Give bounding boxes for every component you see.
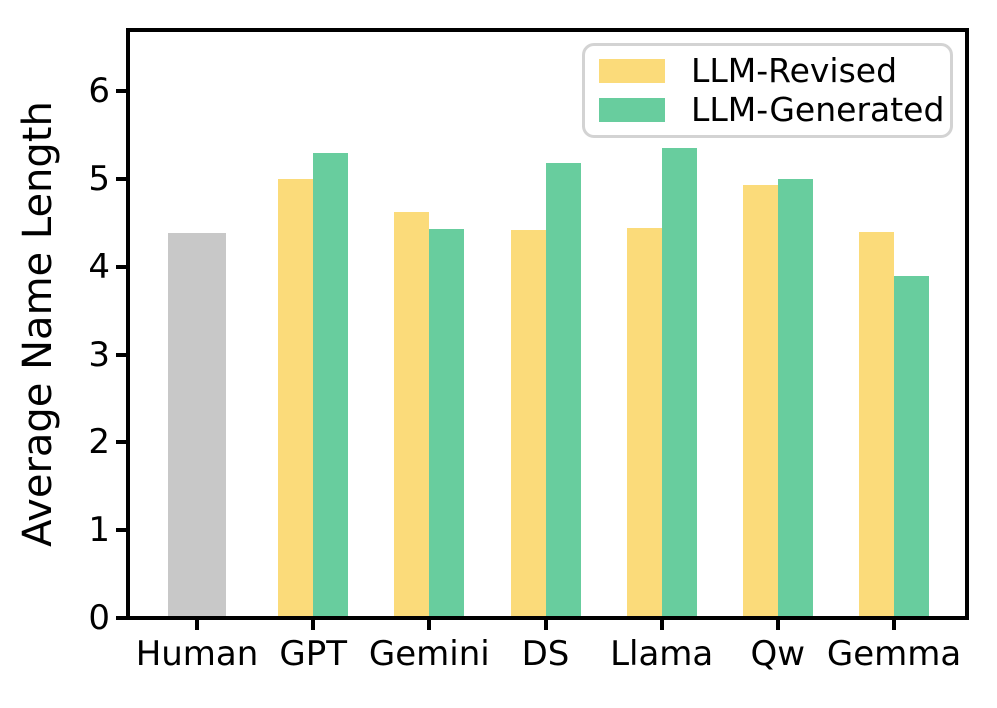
y-tick-label-3: 3 [88,334,110,375]
y-tick-mark-6 [116,89,126,94]
y-tick-label-5: 5 [88,159,110,200]
bar-llm-generated-gpt [313,152,349,616]
x-tick-label-llama: Llama [610,634,714,674]
x-tick-mark-gemma [892,620,897,630]
plot-area [126,28,969,620]
bar-llm-revised-gpt [278,179,314,616]
legend: LLM-Revised LLM-Generated [582,43,953,138]
x-tick-label-ds: DS [521,634,570,674]
bar-llm-generated-gemma [894,275,930,616]
bar-llm-generated-qw [777,179,813,616]
bar-human [168,232,226,616]
bar-llm-revised-llama [626,228,662,616]
bar-llm-revised-qw [742,185,778,616]
y-tick-mark-2 [116,440,126,445]
bar-llm-generated-gemini [429,229,465,616]
legend-label-llm-generated: LLM-Generated [691,90,945,130]
y-tick-label-0: 0 [88,598,110,638]
x-tick-mark-gpt [311,620,316,630]
y-tick-mark-5 [116,177,126,182]
y-tick-mark-3 [116,352,126,357]
y-tick-label-6: 6 [88,71,110,112]
x-tick-mark-qw [775,620,780,630]
legend-label-llm-revised: LLM-Revised [691,50,898,90]
y-tick-label-4: 4 [88,246,110,287]
y-tick-label-2: 2 [88,422,110,463]
x-tick-label-gpt: GPT [279,634,347,674]
legend-swatch-llm-revised [599,58,665,83]
bar-llm-revised-gemma [859,231,895,616]
y-tick-mark-0 [116,616,126,620]
legend-swatch-llm-generated [599,98,665,123]
legend-row-llm-generated: LLM-Generated [585,91,950,129]
bar-llm-revised-ds [510,230,546,616]
x-tick-label-human: Human [135,634,259,674]
x-tick-label-gemma: Gemma [826,634,962,674]
y-tick-mark-4 [116,264,126,269]
legend-row-llm-revised: LLM-Revised [585,50,950,90]
bar-llm-generated-ds [545,162,581,616]
x-tick-mark-human [195,620,199,630]
y-tick-label-1: 1 [88,510,110,551]
bar-llm-generated-llama [661,147,697,616]
x-tick-mark-ds [543,620,548,630]
x-tick-label-gemini: Gemini [368,634,490,674]
y-tick-mark-1 [116,528,126,533]
bar-llm-revised-gemini [394,211,430,616]
x-tick-label-qw: Qw [750,634,806,674]
x-tick-mark-llama [659,620,664,630]
x-tick-mark-gemini [427,620,432,630]
